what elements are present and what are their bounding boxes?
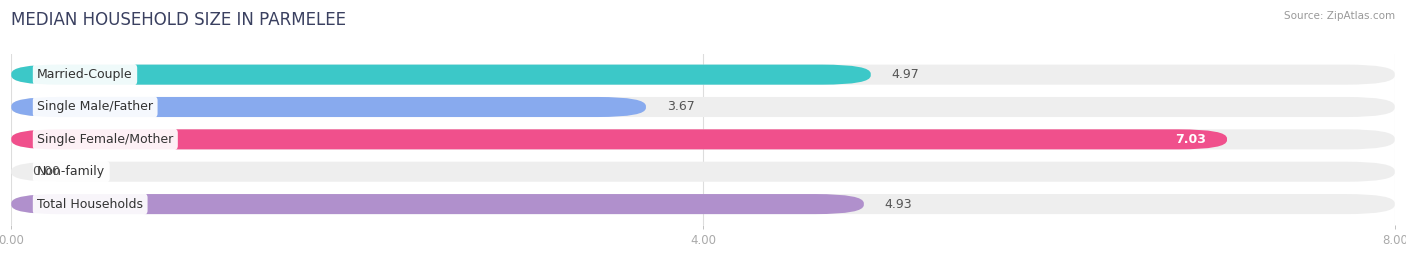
FancyBboxPatch shape: [11, 97, 645, 117]
Text: MEDIAN HOUSEHOLD SIZE IN PARMELEE: MEDIAN HOUSEHOLD SIZE IN PARMELEE: [11, 11, 346, 29]
Text: Single Male/Father: Single Male/Father: [37, 100, 153, 113]
Text: Married-Couple: Married-Couple: [37, 68, 132, 81]
Text: Source: ZipAtlas.com: Source: ZipAtlas.com: [1284, 11, 1395, 21]
Text: 0.00: 0.00: [32, 165, 60, 178]
FancyBboxPatch shape: [11, 194, 1395, 214]
Text: Total Households: Total Households: [37, 198, 143, 211]
Text: 7.03: 7.03: [1175, 133, 1206, 146]
FancyBboxPatch shape: [11, 97, 1395, 117]
Text: Single Female/Mother: Single Female/Mother: [37, 133, 173, 146]
FancyBboxPatch shape: [11, 129, 1395, 149]
Text: 4.97: 4.97: [891, 68, 920, 81]
Text: Non-family: Non-family: [37, 165, 105, 178]
FancyBboxPatch shape: [11, 65, 1395, 85]
FancyBboxPatch shape: [11, 129, 1227, 149]
Text: 4.93: 4.93: [884, 198, 912, 211]
Text: 3.67: 3.67: [666, 100, 695, 113]
FancyBboxPatch shape: [11, 162, 1395, 182]
FancyBboxPatch shape: [11, 65, 870, 85]
FancyBboxPatch shape: [11, 194, 863, 214]
